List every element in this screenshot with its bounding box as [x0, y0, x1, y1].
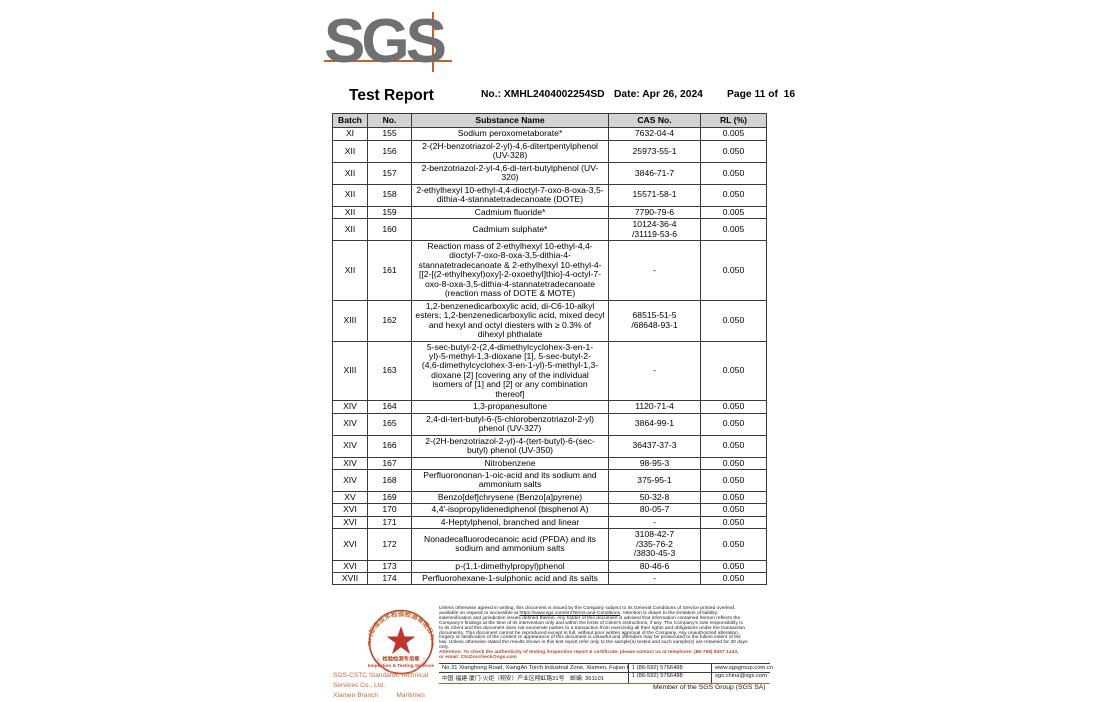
svg-text:检验检测专用章: 检验检测专用章 — [382, 655, 420, 663]
svg-text:Inspection & Testing Services: Inspection & Testing Services — [368, 663, 434, 668]
